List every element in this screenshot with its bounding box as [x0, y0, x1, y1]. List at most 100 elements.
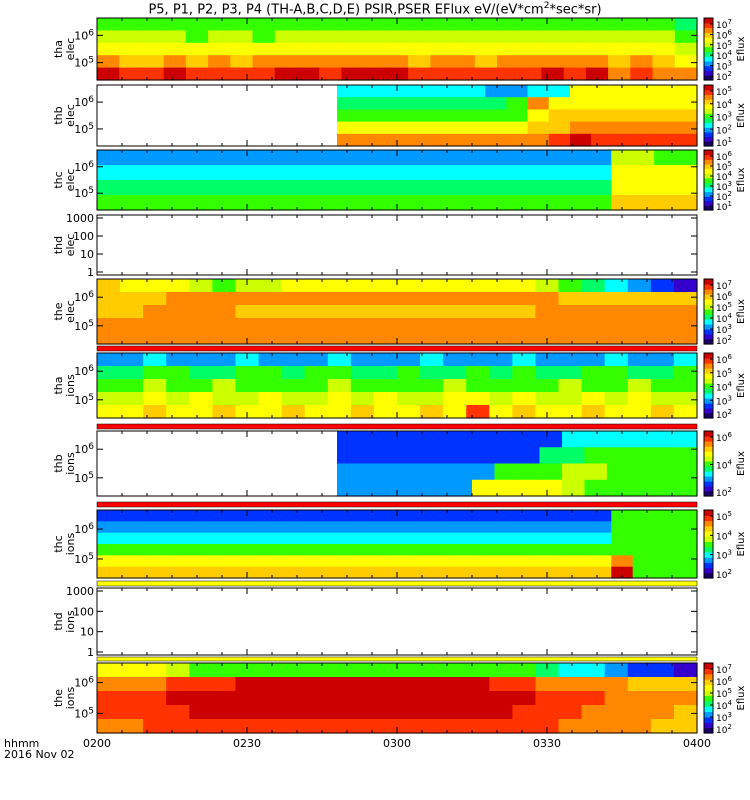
- colorbar-cell: [704, 150, 713, 156]
- heatmap-cell: [675, 97, 698, 110]
- colorbar-label: Eflux: [736, 36, 747, 61]
- colorbar-cell: [704, 299, 713, 305]
- heatmap-cell: [568, 510, 591, 522]
- heatmap-cell: [585, 18, 609, 31]
- heatmap-cell: [163, 18, 187, 31]
- heatmap-cell: [189, 305, 213, 319]
- colorbar-cell: [704, 353, 713, 359]
- colorbar-cell: [704, 85, 713, 91]
- heatmap-cell: [397, 663, 421, 678]
- heatmap-cell: [281, 405, 306, 419]
- heatmap-cell: [297, 30, 320, 44]
- heatmap-cell: [568, 180, 591, 196]
- heatmap-cell: [627, 677, 652, 692]
- heatmap-cell: [627, 331, 652, 345]
- heatmap-cell: [304, 305, 329, 319]
- heatmap-cell: [268, 566, 291, 579]
- y-tick-label: 106: [74, 442, 94, 456]
- heatmap-cell: [304, 331, 329, 345]
- heatmap-cell: [397, 555, 420, 568]
- panel-ylabel: thd: [52, 236, 65, 254]
- heatmap-cell: [461, 532, 484, 545]
- heatmap-cell: [512, 353, 537, 367]
- heatmap-cell: [563, 55, 587, 69]
- heatmap-cell: [143, 279, 167, 293]
- heatmap-cell: [97, 195, 120, 211]
- heatmap-cell: [466, 379, 490, 393]
- colorbar-cell: [704, 339, 713, 345]
- heatmap-cell: [274, 42, 298, 56]
- heatmap-cell: [673, 392, 698, 406]
- colorbar-cell: [704, 363, 713, 369]
- heatmap-cell: [358, 109, 380, 123]
- heatmap-cell: [512, 292, 537, 306]
- heatmap-cell: [627, 292, 652, 306]
- heatmap-cell: [674, 55, 698, 69]
- heatmap-cell: [139, 510, 162, 522]
- heatmap-cell: [118, 150, 141, 166]
- heatmap-cell: [418, 150, 441, 166]
- heatmap-cell: [652, 55, 676, 69]
- heatmap-cell: [591, 133, 613, 147]
- heatmap-cell: [497, 42, 520, 56]
- heatmap-cell: [327, 318, 352, 332]
- heatmap-cell: [489, 663, 513, 678]
- heatmap-cell: [225, 532, 248, 545]
- heatmap-cell: [363, 55, 387, 69]
- colorbar-cell: [704, 383, 713, 389]
- y-tick-label: 106: [74, 676, 94, 690]
- x-tick-label: 0400: [683, 737, 711, 750]
- heatmap-cell: [443, 691, 467, 706]
- heatmap-cell: [375, 544, 398, 556]
- heatmap-cell: [418, 532, 441, 545]
- heatmap-cell: [506, 121, 529, 135]
- colorbar-cell: [704, 358, 713, 364]
- heatmap-cell: [397, 318, 421, 332]
- heatmap-cell: [350, 353, 375, 367]
- heatmap-cell: [652, 67, 676, 81]
- heatmap-cell: [654, 109, 677, 123]
- heatmap-cell: [97, 663, 121, 678]
- heatmap-cell: [461, 555, 484, 568]
- heatmap-cell: [497, 18, 520, 31]
- heatmap-cell: [120, 392, 144, 406]
- heatmap-cell: [527, 133, 550, 147]
- heatmap-cell: [319, 42, 343, 56]
- heatmap-cell: [439, 521, 462, 534]
- heatmap-cell: [225, 195, 248, 211]
- y-tick-label: 100: [73, 605, 94, 618]
- heatmap-cell: [247, 510, 270, 522]
- heatmap-cell: [397, 150, 420, 166]
- heatmap-cell: [289, 165, 312, 181]
- heatmap-cell: [443, 405, 467, 419]
- heatmap-cell: [504, 150, 527, 166]
- heatmap-cell: [375, 566, 398, 579]
- heatmap-cell: [558, 405, 583, 419]
- heatmap-cell: [427, 463, 451, 481]
- heatmap-cell: [421, 121, 444, 135]
- panel-6: 105 106 thb ions 102 104 106 Eflux: [52, 430, 747, 499]
- heatmap-cell: [304, 379, 329, 393]
- heatmap-cell: [466, 719, 490, 734]
- heatmap-cell: [373, 331, 398, 345]
- heatmap-cell: [373, 405, 398, 419]
- panel-ylabel: elec: [64, 234, 77, 257]
- heatmap-cell: [494, 463, 518, 481]
- colorbar-tick-label: 105: [716, 85, 732, 98]
- heatmap-cell: [420, 292, 444, 306]
- heatmap-cell: [569, 121, 592, 135]
- heatmap-cell: [189, 677, 213, 692]
- heatmap-cell: [350, 691, 375, 706]
- heatmap-cell: [673, 353, 698, 367]
- heatmap-cell: [650, 318, 675, 332]
- heatmap-cell: [166, 292, 190, 306]
- heatmap-cell: [327, 392, 352, 406]
- heatmap-cell: [382, 447, 406, 465]
- heatmap-cell: [97, 366, 121, 380]
- heatmap-cell: [141, 42, 165, 56]
- heatmap-cell: [497, 55, 520, 69]
- heatmap-cell: [212, 691, 237, 706]
- heatmap-cell: [212, 366, 237, 380]
- heatmap-cell: [311, 165, 334, 181]
- heatmap-cell: [185, 18, 209, 31]
